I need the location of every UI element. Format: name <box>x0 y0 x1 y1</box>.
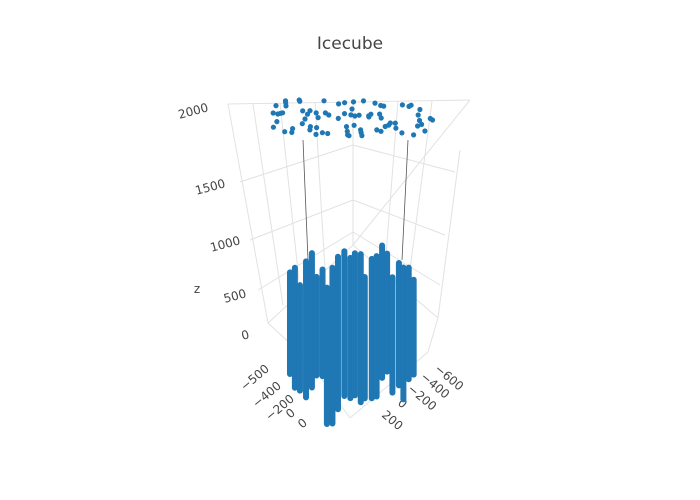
surface-point <box>283 103 289 109</box>
surface-point <box>336 101 342 107</box>
surface-point <box>270 124 276 130</box>
surface-point <box>377 111 383 117</box>
surface-point <box>378 128 384 134</box>
surface-point <box>350 99 357 105</box>
surface-stations <box>270 97 436 139</box>
z-tick-label: 2000 <box>177 100 210 121</box>
x-tick-label: 0 <box>295 416 310 432</box>
surface-point <box>392 120 398 126</box>
surface-point <box>427 115 433 122</box>
surface-point <box>387 120 393 126</box>
surface-point <box>275 111 281 117</box>
surface-point <box>319 130 325 136</box>
surface-point <box>307 124 313 130</box>
surface-point <box>368 111 374 117</box>
surface-point <box>378 115 384 121</box>
surface-point <box>341 111 348 117</box>
y-tick-label: 200 <box>379 408 406 433</box>
surface-point <box>307 108 313 114</box>
surface-point <box>274 119 280 125</box>
surface-point <box>296 97 302 103</box>
surface-point <box>356 112 362 118</box>
surface-point <box>346 133 352 139</box>
z-tick-label: 1000 <box>209 233 242 254</box>
surface-point <box>351 122 357 128</box>
z-axis: 2000 1500 1000 500 0 z <box>177 100 251 343</box>
z-tick-label: 500 <box>222 286 248 305</box>
surface-point <box>321 98 327 104</box>
surface-point <box>359 133 365 139</box>
surface-point <box>289 129 295 135</box>
surface-point <box>399 102 405 108</box>
surface-point <box>419 121 425 127</box>
z-axis-label: z <box>194 282 200 296</box>
surface-point <box>381 103 387 109</box>
surface-point <box>342 100 348 106</box>
surface-point <box>348 112 354 118</box>
surface-point <box>422 128 428 134</box>
surface-point <box>326 112 332 118</box>
surface-point <box>302 116 308 122</box>
surface-point <box>411 132 417 138</box>
surface-point <box>313 110 319 116</box>
surface-point <box>372 100 378 106</box>
chart-title: Icecube <box>317 34 383 54</box>
surface-point <box>416 117 423 124</box>
surface-point <box>399 130 405 136</box>
surface-point <box>393 125 399 131</box>
surface-point <box>325 130 331 137</box>
surface-point <box>415 123 421 129</box>
surface-point <box>273 103 279 109</box>
surface-point <box>314 125 320 131</box>
surface-point <box>349 106 355 112</box>
surface-point <box>374 127 380 133</box>
surface-point <box>315 115 321 121</box>
surface-point <box>360 98 367 104</box>
surface-point <box>299 121 305 127</box>
surface-point <box>343 124 350 130</box>
surface-point <box>300 108 306 114</box>
z-tick-label: 1500 <box>194 176 227 197</box>
surface-point <box>417 106 423 113</box>
surface-point <box>406 103 412 109</box>
surface-point <box>415 112 421 118</box>
surface-point <box>352 113 358 119</box>
surface-point <box>270 110 276 116</box>
detector-strings <box>286 242 417 427</box>
z-tick-label: 0 <box>240 327 251 343</box>
surface-point <box>313 131 319 137</box>
cable-lines <box>302 139 409 261</box>
surface-point <box>335 115 341 121</box>
surface-point <box>282 129 288 135</box>
